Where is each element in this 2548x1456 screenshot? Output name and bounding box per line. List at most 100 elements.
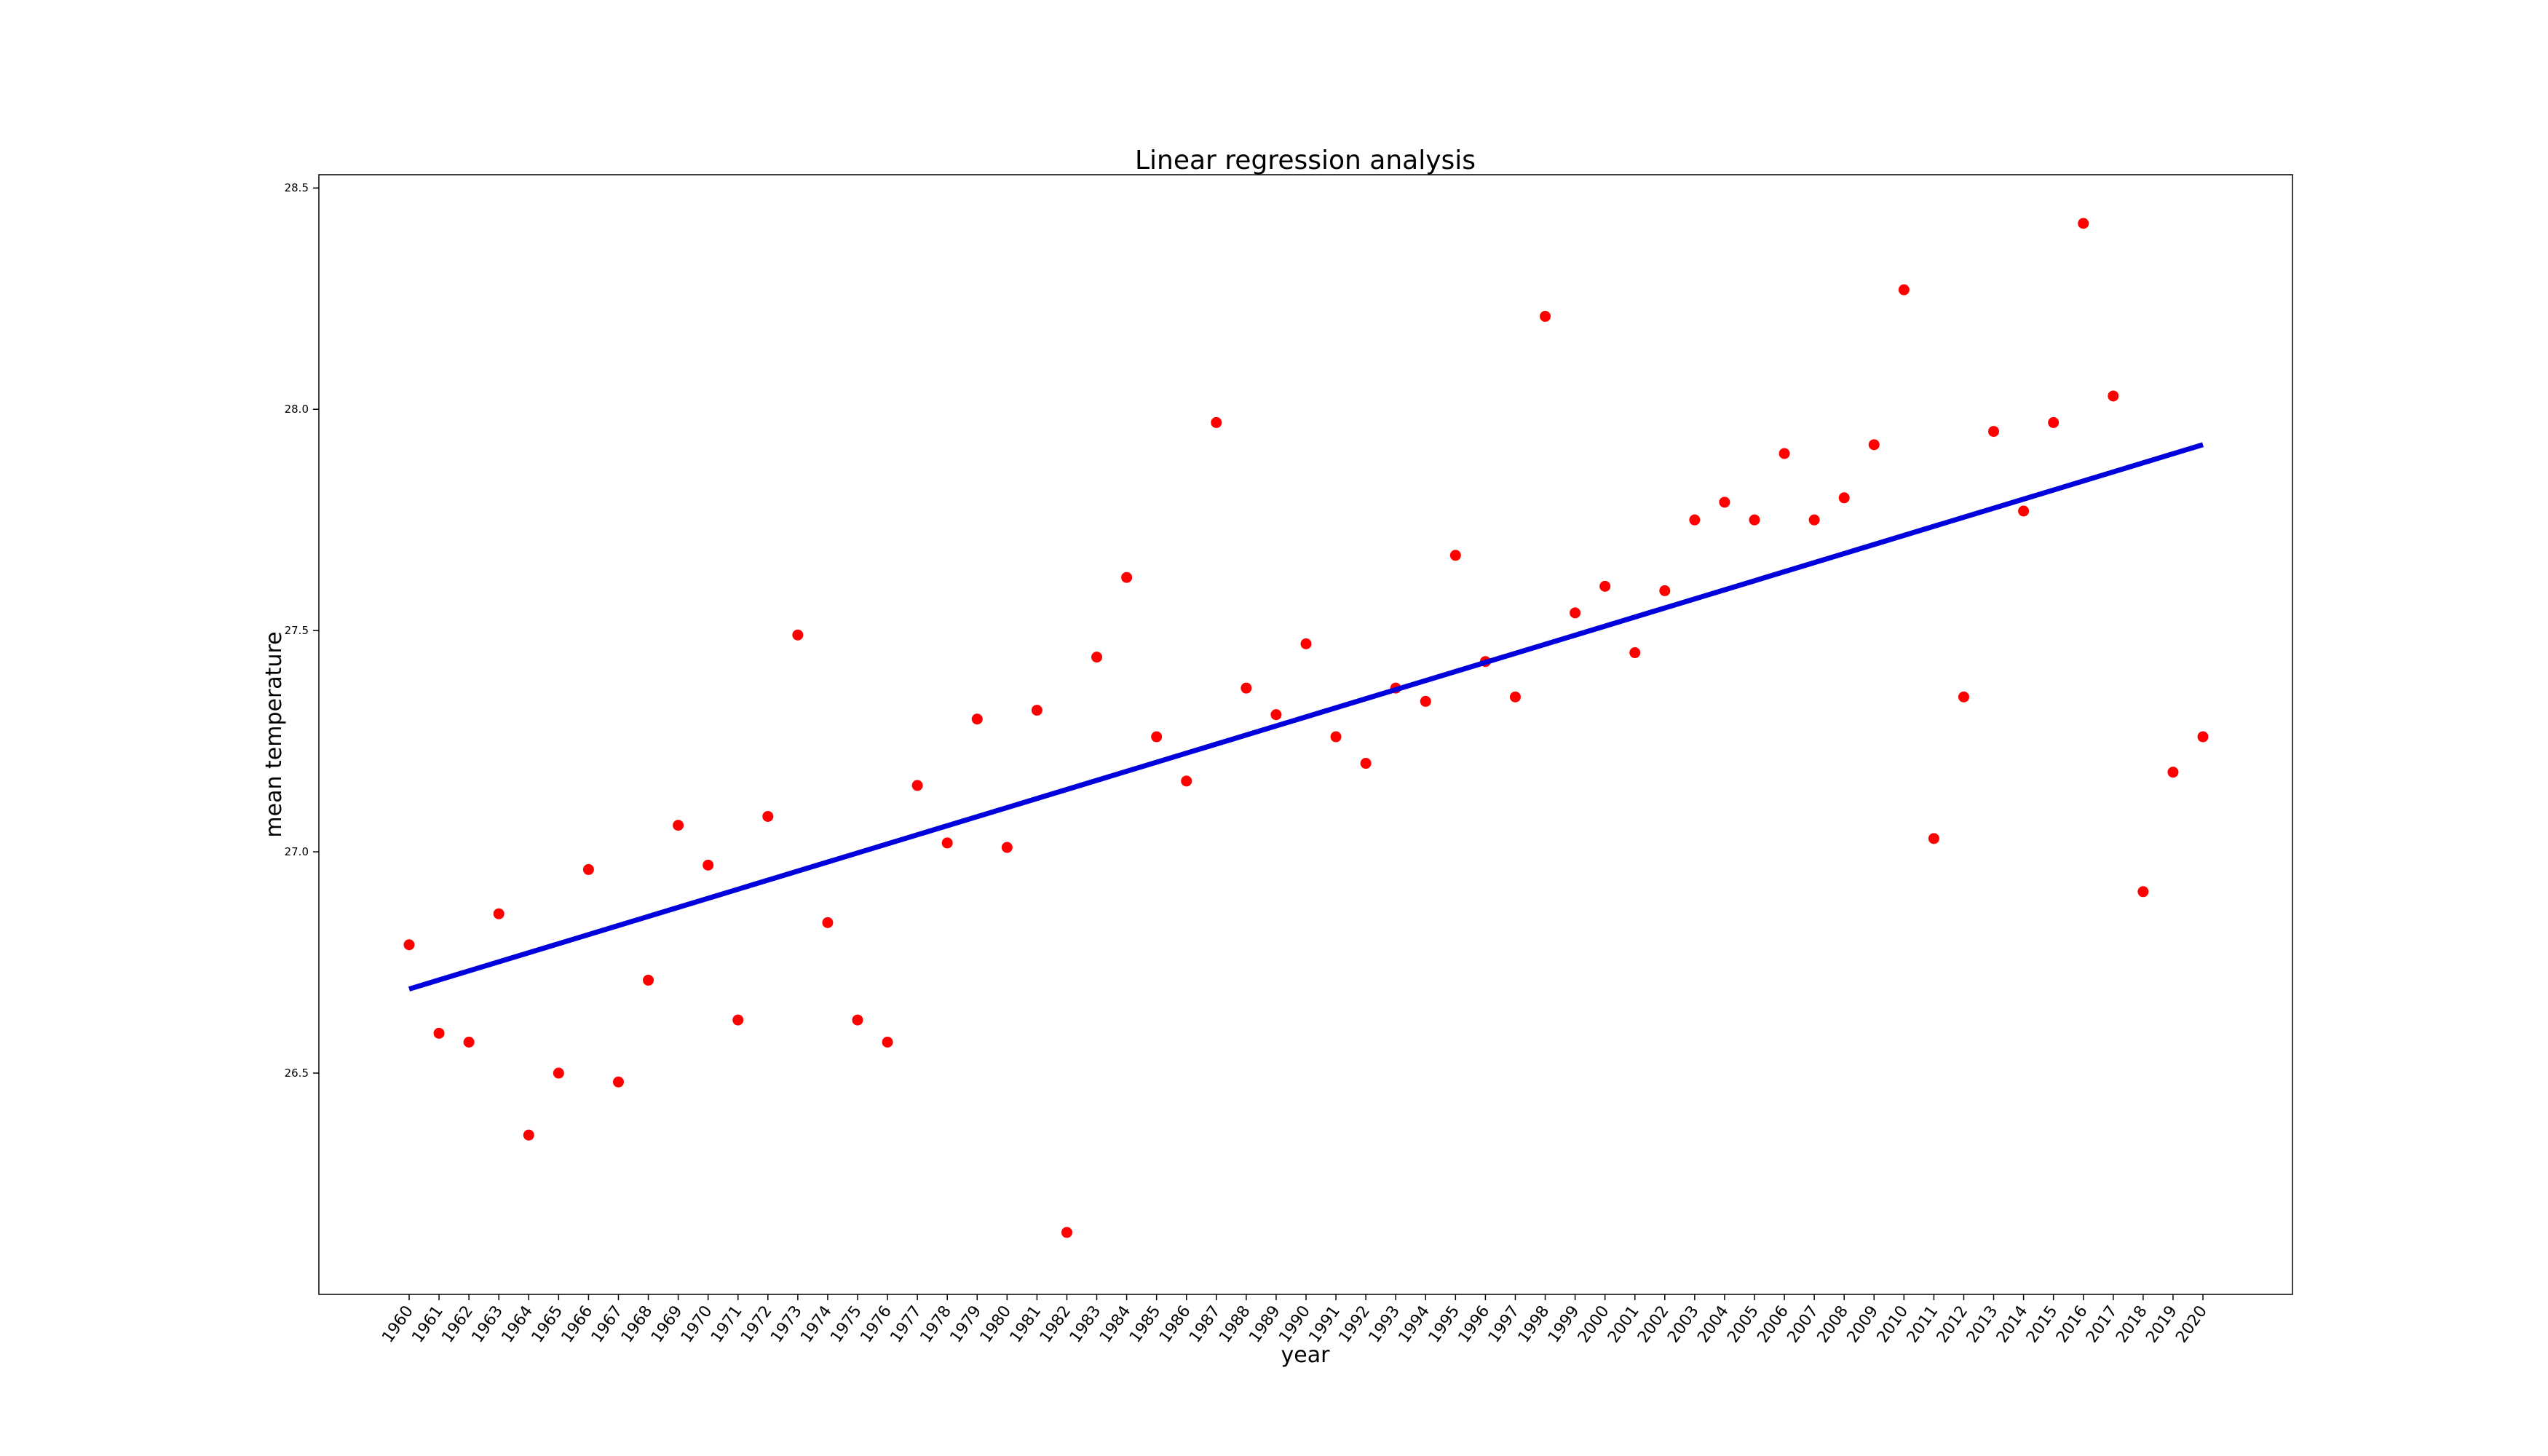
data-point: [2197, 731, 2209, 743]
x-tick-label: 1968: [618, 1302, 657, 1346]
data-point: [1808, 514, 1820, 526]
data-point: [1838, 492, 1850, 504]
data-point: [1509, 691, 1521, 703]
x-tick-label: 1964: [499, 1302, 537, 1346]
x-tick-label: 1999: [1545, 1302, 1583, 1346]
data-point: [553, 1067, 564, 1079]
x-tick-label: 1962: [438, 1302, 477, 1346]
x-tick-label: 2003: [1664, 1302, 1703, 1346]
x-tick-label: 1976: [857, 1302, 895, 1346]
x-tick-label: 1983: [1067, 1302, 1105, 1346]
x-tick-label: 2011: [1904, 1302, 1942, 1346]
x-axis: 1960196119621963196419651966196719681969…: [379, 1294, 2211, 1346]
x-tick-label: 2007: [1784, 1302, 1822, 1346]
x-tick-label: 2018: [2113, 1302, 2151, 1346]
x-tick-label: 2012: [1934, 1302, 1972, 1346]
x-tick-label: 2017: [2083, 1302, 2121, 1346]
data-point: [2137, 886, 2149, 898]
regression-line: [408, 442, 2204, 992]
y-axis: 26.5 27.0 27.5 28.0 28.5: [285, 181, 319, 1080]
x-tick-label: 2016: [2053, 1302, 2092, 1346]
data-point: [703, 859, 714, 871]
data-point: [1449, 550, 1461, 561]
x-tick-label: 2008: [1814, 1302, 1853, 1346]
x-tick-label: 2009: [1844, 1302, 1883, 1346]
data-point: [493, 908, 505, 919]
data-point: [1121, 571, 1133, 583]
x-tick-label: 1994: [1396, 1302, 1434, 1346]
y-tick-label: 26.5: [285, 1067, 309, 1080]
data-point: [1868, 439, 1880, 451]
data-point: [433, 1027, 445, 1039]
data-point: [911, 780, 923, 791]
x-tick-label: 1995: [1425, 1302, 1464, 1346]
data-point: [612, 1076, 624, 1088]
x-tick-label: 2004: [1694, 1302, 1733, 1346]
x-tick-label: 1961: [408, 1302, 447, 1346]
x-tick-label: 1967: [588, 1302, 627, 1346]
data-point: [1659, 585, 1671, 596]
x-tick-label: 1972: [737, 1302, 776, 1346]
data-point: [1570, 607, 1581, 619]
data-point: [2167, 767, 2179, 778]
data-point: [582, 863, 594, 875]
x-tick-label: 2013: [1963, 1302, 2002, 1346]
plot-area: [318, 174, 2293, 1295]
data-point: [2108, 390, 2119, 402]
x-tick-label: 1966: [558, 1302, 597, 1346]
data-point: [403, 939, 415, 951]
x-tick-label: 1982: [1037, 1302, 1075, 1346]
x-tick-label: 2010: [1874, 1302, 1912, 1346]
data-point: [1151, 731, 1163, 743]
regression-line-series: [408, 442, 2204, 992]
x-tick-label: 1992: [1335, 1302, 1374, 1346]
x-tick-label: 1971: [708, 1302, 746, 1346]
x-tick-label: 2020: [2172, 1302, 2211, 1346]
x-tick-label: 2014: [1993, 1302, 2032, 1346]
data-point: [1091, 652, 1103, 663]
data-point: [1898, 284, 1910, 296]
x-tick-label: 1987: [1186, 1302, 1224, 1346]
data-point: [732, 1014, 744, 1026]
x-tick-label: 1986: [1156, 1302, 1195, 1346]
data-point: [463, 1036, 475, 1048]
data-point: [2018, 505, 2030, 517]
data-point: [762, 810, 774, 822]
x-tick-label: 1977: [887, 1302, 925, 1346]
data-point: [523, 1129, 534, 1141]
data-point: [1749, 514, 1760, 526]
data-point: [792, 629, 804, 641]
x-tick-label: 2006: [1754, 1302, 1792, 1346]
y-tick-label: 27.0: [285, 845, 309, 858]
data-point: [2078, 218, 2089, 229]
data-point: [1061, 1227, 1072, 1238]
data-point: [1181, 775, 1192, 787]
x-tick-label: 1989: [1246, 1302, 1284, 1346]
x-tick-label: 1980: [977, 1302, 1016, 1346]
y-tick-label: 28.0: [285, 403, 309, 416]
data-point: [852, 1014, 863, 1026]
data-point: [643, 974, 654, 986]
x-tick-label: 1993: [1366, 1302, 1404, 1346]
data-point: [2048, 416, 2060, 428]
chart-title: Linear regression analysis: [1135, 146, 1476, 175]
data-point: [1928, 833, 1939, 844]
data-point: [971, 713, 983, 725]
x-tick-label: 1984: [1096, 1302, 1135, 1346]
x-tick-label: 2015: [2023, 1302, 2062, 1346]
x-tick-label: 1996: [1455, 1302, 1494, 1346]
data-point: [1241, 682, 1252, 694]
x-tick-label: 1985: [1126, 1302, 1165, 1346]
data-point: [1540, 311, 1551, 323]
x-tick-label: 1960: [379, 1302, 417, 1346]
x-tick-label: 1998: [1515, 1302, 1554, 1346]
data-point: [1988, 426, 2000, 438]
data-point: [673, 820, 684, 831]
data-point: [1300, 638, 1312, 649]
x-tick-label: 2001: [1605, 1302, 1643, 1346]
x-tick-label: 2005: [1724, 1302, 1762, 1346]
x-tick-label: 1963: [469, 1302, 507, 1346]
x-tick-label: 1979: [947, 1302, 986, 1346]
x-tick-label: 1988: [1216, 1302, 1254, 1346]
x-tick-label: 1991: [1305, 1302, 1344, 1346]
